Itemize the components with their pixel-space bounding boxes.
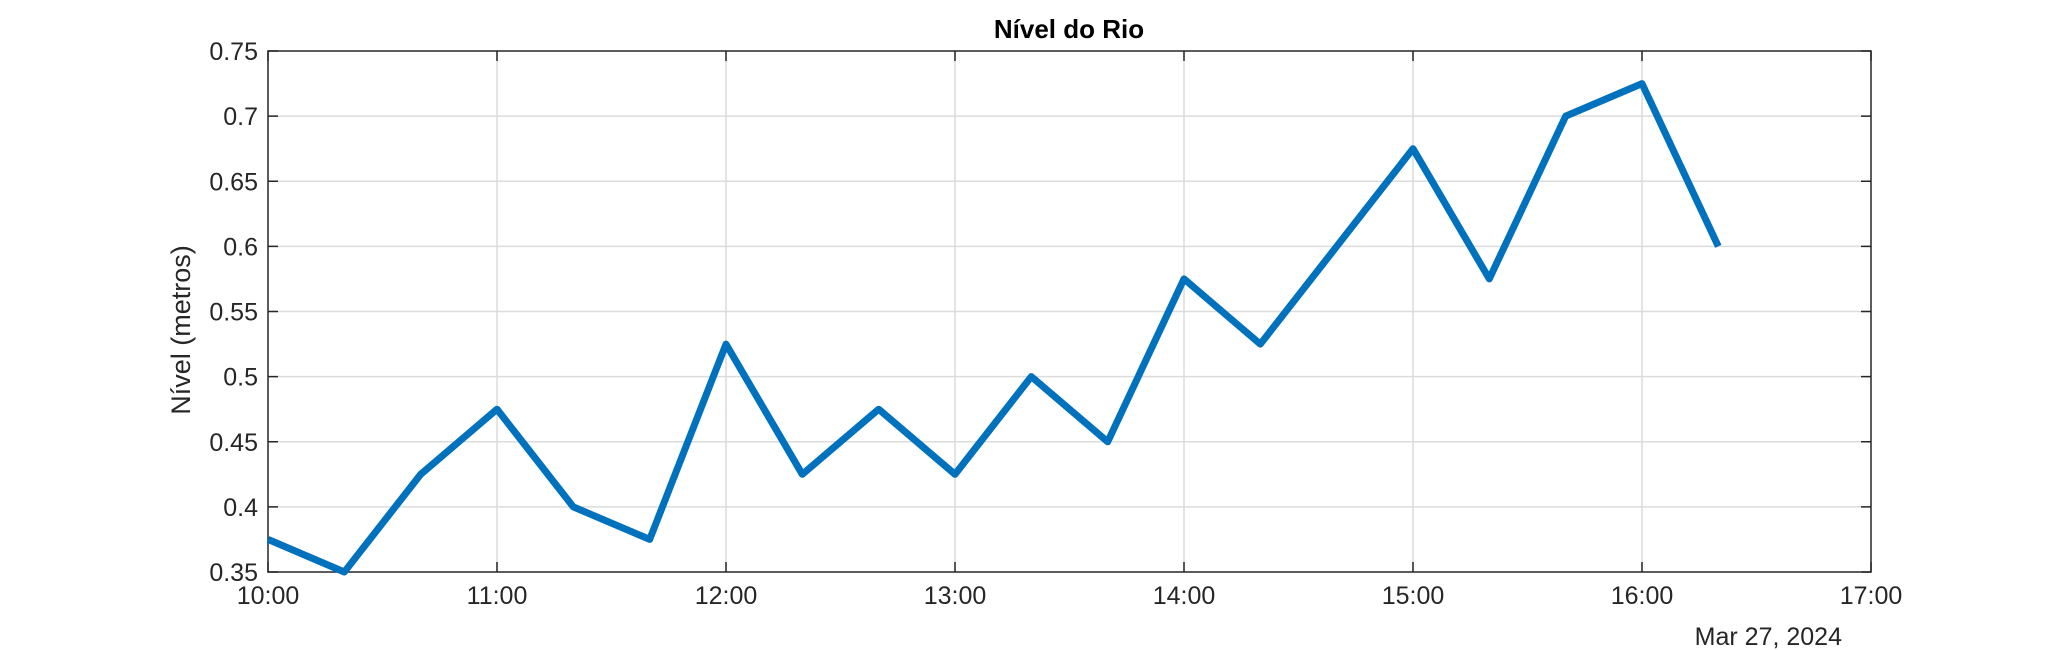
y-tick-label: 0.35 [209, 559, 258, 587]
x-tick-label: 11:00 [467, 582, 528, 610]
x-tick-label: 15:00 [1382, 582, 1445, 610]
tick-marks [267, 50, 1872, 573]
data-series [266, 80, 1722, 576]
y-tick-label: 0.5 [223, 364, 258, 392]
series-line [266, 80, 1722, 576]
x-tick-label: 13:00 [924, 582, 987, 610]
x-tick-label: 14:00 [1153, 582, 1216, 610]
y-tick-label: 0.7 [223, 103, 258, 131]
chart-title: Nível do Rio [994, 14, 1144, 44]
grid-lines [268, 51, 1871, 572]
y-tick-label: 0.75 [209, 38, 258, 66]
y-tick-label: 0.55 [209, 299, 258, 327]
y-axis-label: Nível (metros) [166, 245, 196, 415]
tick-labels: 10:00 11:00 12:00 13:00 14:00 15:00 16:00 17:00… [209, 38, 1902, 610]
y-tick-label: 0.4 [223, 494, 258, 522]
x-tick-label: 16:00 [1611, 582, 1674, 610]
x-tick-label: 12:00 [695, 582, 758, 610]
x-axis-date-label: Mar 27, 2024 [1695, 623, 1842, 650]
y-tick-label: 0.45 [209, 429, 258, 457]
x-tick-label: 10:00 [237, 582, 300, 610]
x-tick-label: 17:00 [1840, 582, 1903, 610]
y-tick-label: 0.6 [223, 233, 258, 261]
y-tick-label: 0.65 [209, 168, 258, 196]
